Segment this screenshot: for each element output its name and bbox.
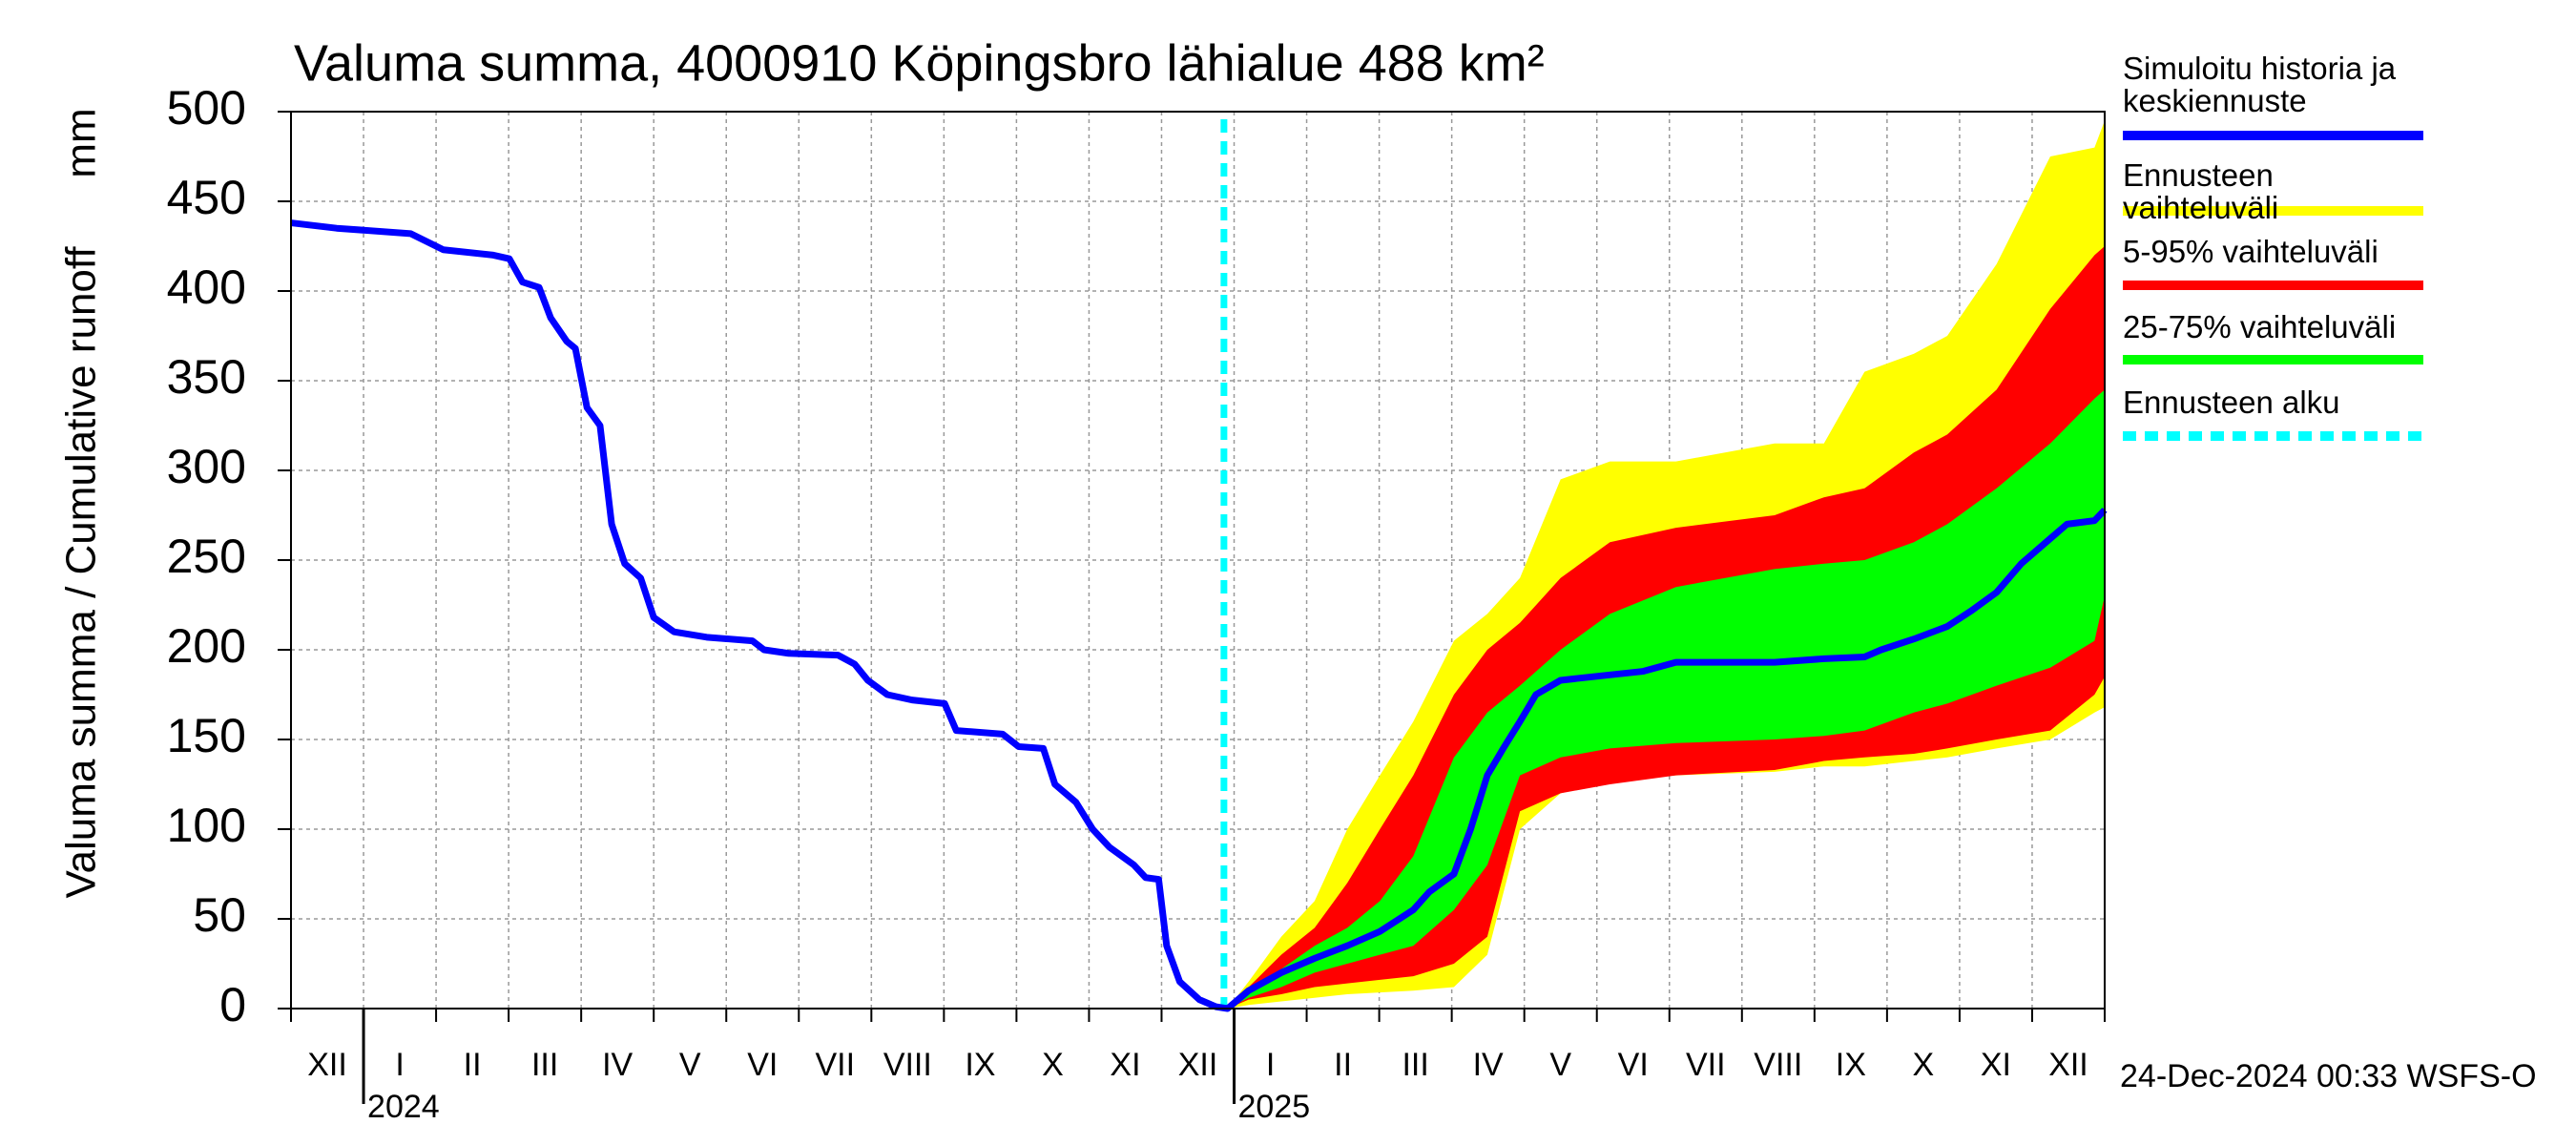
- x-tick-label: XII: [307, 1047, 347, 1083]
- y-tick-label: 300: [167, 440, 246, 493]
- x-tick-label: VIII: [1754, 1047, 1802, 1083]
- x-tick-label: XII: [1178, 1047, 1218, 1083]
- x-tick-label: X: [1042, 1047, 1064, 1083]
- forecast-band: [1227, 389, 2105, 1009]
- y-tick-label: 350: [167, 350, 246, 404]
- x-tick-label: IX: [1836, 1047, 1866, 1083]
- chart-title: Valuma summa, 4000910 Köpingsbro lähialu…: [294, 34, 1545, 92]
- y-tick-label: 200: [167, 619, 246, 673]
- legend-label: 25-75% vaihteluväli: [2123, 309, 2397, 344]
- y-axis-unit: mm: [58, 108, 105, 177]
- y-axis-label: Valuma summa / Cumulative runoff: [58, 246, 105, 899]
- legend-label: Simuloitu historia ja keskiennuste: [2123, 51, 2397, 118]
- x-tick-label: VIII: [883, 1047, 932, 1083]
- y-tick-label: 400: [167, 260, 246, 314]
- x-tick-label: III: [1402, 1047, 1428, 1083]
- x-tick-label: XI: [1981, 1047, 2011, 1083]
- x-tick-label: VI: [1618, 1047, 1649, 1083]
- legend-label: Ennusteen vaihteluväli: [2123, 157, 2279, 225]
- y-tick-label: 100: [167, 799, 246, 852]
- y-tick-label: 500: [167, 81, 246, 135]
- x-tick-label: I: [395, 1047, 404, 1083]
- plot-frame: [290, 111, 2106, 1010]
- x-tick-label: V: [1549, 1047, 1571, 1083]
- x-tick-label: IV: [1473, 1047, 1504, 1083]
- x-tick-label: I: [1266, 1047, 1275, 1083]
- legend-label: 5-95% vaihteluväli: [2123, 234, 2379, 269]
- y-tick-label: 250: [167, 530, 246, 583]
- x-tick-label: II: [464, 1047, 482, 1083]
- year-label: 2025: [1238, 1089, 1311, 1125]
- y-tick-label: 150: [167, 709, 246, 762]
- x-tick-label: VI: [747, 1047, 778, 1083]
- y-tick-label: 50: [193, 888, 246, 942]
- x-tick-label: IX: [965, 1047, 995, 1083]
- x-tick-label: VII: [1686, 1047, 1726, 1083]
- y-tick-label: 450: [167, 171, 246, 224]
- year-label: 2024: [367, 1089, 440, 1125]
- x-tick-label: IV: [602, 1047, 633, 1083]
- timestamp: 24-Dec-2024 00:33 WSFS-O: [2120, 1058, 2537, 1094]
- y-tick-label: 0: [219, 978, 246, 1031]
- x-tick-label: XI: [1110, 1047, 1140, 1083]
- series-line: [290, 219, 2108, 1012]
- x-tick-label: XII: [2048, 1047, 2088, 1083]
- x-tick-label: VII: [816, 1047, 856, 1083]
- x-tick-label: II: [1334, 1047, 1352, 1083]
- x-tick-label: III: [531, 1047, 558, 1083]
- x-tick-label: X: [1913, 1047, 1935, 1083]
- legend-label: Ennusteen alku: [2123, 385, 2340, 420]
- x-tick-label: V: [679, 1047, 701, 1083]
